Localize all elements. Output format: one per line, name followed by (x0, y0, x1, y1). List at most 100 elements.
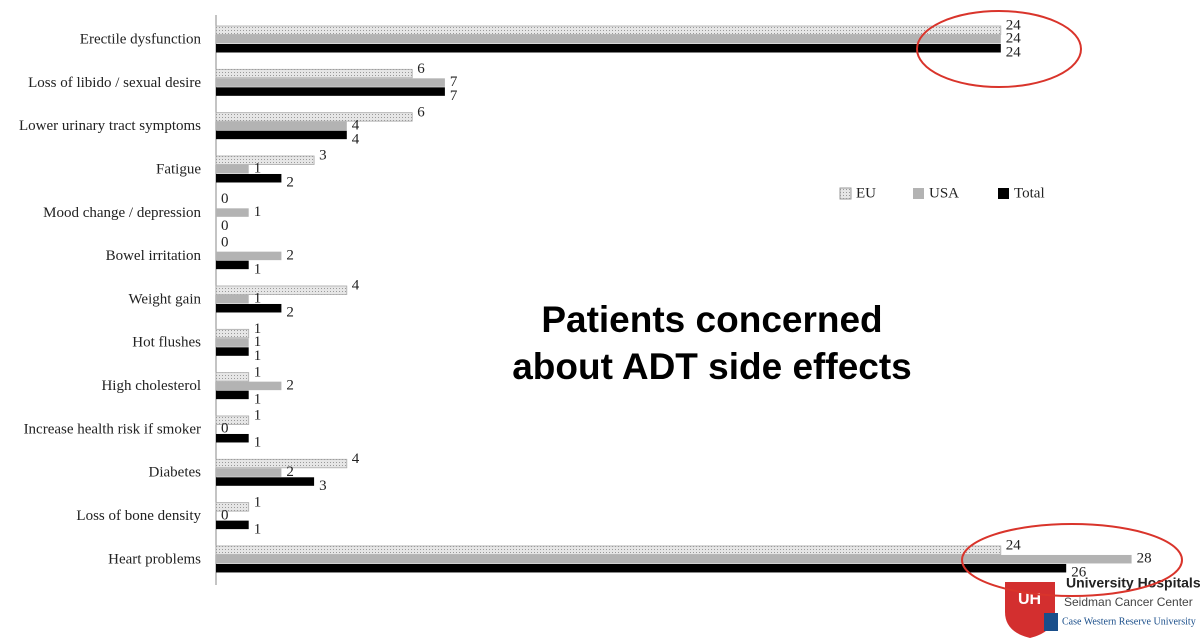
bar-pattern (216, 545, 1001, 555)
value-label: 4 (352, 451, 360, 467)
logo-center: Seidman Cancer Center (1064, 595, 1193, 609)
bar (216, 208, 249, 217)
bar-pattern (216, 372, 249, 382)
annotation: Patients concerned about ADT side effect… (512, 299, 912, 387)
bar (216, 87, 445, 96)
y-tick-label: Erectile dysfunction (80, 31, 202, 47)
bar (216, 251, 282, 261)
legend-swatch (913, 188, 924, 199)
value-label: 3 (319, 478, 327, 494)
bar (216, 347, 249, 356)
value-label: 2 (286, 377, 294, 393)
value-label: 7 (450, 74, 458, 90)
bar (216, 44, 1001, 53)
value-label: 1 (254, 291, 262, 307)
bar (216, 294, 249, 304)
bar (216, 390, 249, 400)
y-tick-label: Loss of libido / sexual desire (28, 75, 201, 91)
value-label: 1 (254, 521, 262, 537)
bar-pattern (216, 502, 249, 512)
value-label: 1 (254, 321, 262, 337)
logo-name: University Hospitals (1066, 575, 1200, 591)
value-label: 2 (286, 175, 294, 191)
bar-pattern (216, 112, 413, 122)
value-label: 1 (254, 348, 262, 364)
value-label: 1 (254, 364, 262, 380)
y-tick-label: Hot flushes (132, 335, 201, 351)
y-tick-label: Increase health risk if smoker (24, 421, 201, 437)
value-label: 2 (286, 305, 294, 321)
logo-university: Case Western Reserve University (1062, 616, 1196, 627)
bar (216, 35, 1001, 44)
value-label: 1 (254, 408, 262, 424)
bar (216, 260, 249, 270)
value-label: 6 (417, 61, 425, 77)
bar (216, 520, 249, 530)
y-tick-label: Mood change / depression (43, 205, 201, 221)
value-label: 1 (254, 204, 262, 220)
bar (216, 164, 249, 174)
y-tick-label: Fatigue (156, 161, 201, 177)
bar-pattern (216, 155, 315, 165)
bar (216, 381, 282, 391)
bar-pattern (216, 459, 347, 468)
y-tick-label: Heart problems (108, 551, 201, 567)
bar (216, 477, 315, 486)
value-label: 0 (221, 234, 229, 250)
value-label: 1 (254, 494, 262, 510)
value-label: 24 (1006, 45, 1022, 61)
highlight-circle (916, 10, 1082, 88)
value-label: 1 (254, 161, 262, 177)
bar-pattern (216, 415, 249, 425)
value-label: 0 (221, 218, 229, 234)
bar-pattern (216, 329, 249, 338)
value-label: 2 (286, 464, 294, 480)
value-label: 4 (352, 131, 360, 147)
legend-label: USA (929, 185, 959, 201)
value-label: 1 (254, 391, 262, 407)
value-label: 4 (352, 278, 360, 294)
legend-swatch (998, 188, 1009, 199)
bar-pattern (216, 69, 413, 78)
bar (216, 433, 249, 443)
value-label: 28 (1137, 551, 1152, 567)
logo-cwru-mark (1044, 613, 1058, 631)
value-label: 1 (254, 334, 262, 350)
value-label: 0 (221, 191, 229, 207)
value-label: 2 (286, 247, 294, 263)
bar-pattern (216, 285, 347, 295)
bar (216, 303, 282, 313)
value-label: 0 (221, 421, 229, 437)
value-label: 1 (254, 261, 262, 277)
value-label: 4 (352, 117, 360, 133)
bar (216, 468, 282, 477)
bar (216, 78, 445, 87)
highlight-circle (961, 523, 1183, 597)
value-label: 26 (1071, 565, 1087, 581)
y-tick-label: Bowel irritation (106, 248, 202, 264)
value-label: 7 (450, 88, 458, 104)
y-tick-label: Weight gain (128, 291, 201, 307)
bar (216, 173, 282, 183)
bar (216, 563, 1067, 573)
value-label: 0 (221, 507, 229, 523)
bar (216, 338, 249, 347)
value-label: 24 (1006, 18, 1022, 34)
value-label: 1 (254, 435, 262, 451)
value-label: 6 (417, 104, 425, 120)
legend-swatch-pattern (840, 188, 851, 199)
logo-mark: UH (1018, 591, 1041, 608)
y-tick-label: High cholesterol (101, 378, 201, 394)
logo: UH University Hospitals Seidman Cancer C… (1005, 575, 1200, 638)
bar (216, 130, 347, 140)
legend-label: EU (856, 185, 876, 201)
y-tick-label: Loss of bone density (76, 508, 201, 524)
value-label: 3 (319, 148, 327, 164)
value-label: 24 (1006, 31, 1022, 47)
bar (216, 554, 1132, 564)
logo-shield (1005, 582, 1055, 638)
bar-pattern (216, 26, 1001, 35)
value-label: 24 (1006, 538, 1022, 554)
